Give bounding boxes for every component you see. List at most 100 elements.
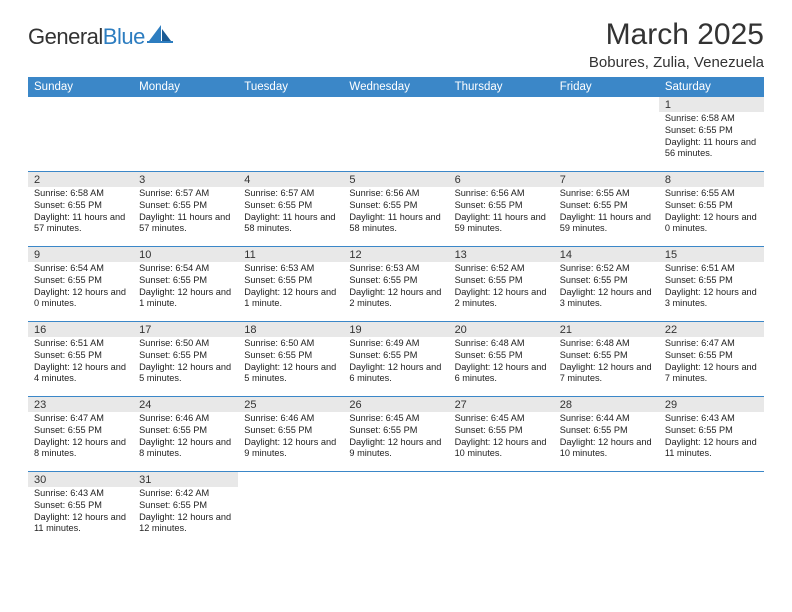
weekday-header-row: SundayMondayTuesdayWednesdayThursdayFrid… — [28, 77, 764, 97]
sunrise-text: Sunrise: 6:52 AM — [455, 263, 548, 275]
daylight-text: Daylight: 12 hours and 5 minutes. — [139, 362, 232, 386]
day-number: 8 — [659, 172, 764, 187]
day-body: Sunrise: 6:54 AMSunset: 6:55 PMDaylight:… — [133, 262, 238, 312]
day-number: 18 — [238, 322, 343, 337]
daylight-text: Daylight: 11 hours and 59 minutes. — [560, 212, 653, 236]
sunrise-text: Sunrise: 6:55 AM — [560, 188, 653, 200]
sunset-text: Sunset: 6:55 PM — [455, 425, 548, 437]
calendar: SundayMondayTuesdayWednesdayThursdayFrid… — [28, 77, 764, 546]
sunrise-text: Sunrise: 6:48 AM — [455, 338, 548, 350]
day-cell: 30Sunrise: 6:43 AMSunset: 6:55 PMDayligh… — [28, 472, 133, 546]
calendar-page: GeneralBlue March 2025 Bobures, Zulia, V… — [0, 0, 792, 556]
day-cell — [28, 97, 133, 171]
day-body: Sunrise: 6:42 AMSunset: 6:55 PMDaylight:… — [133, 487, 238, 537]
sunrise-text: Sunrise: 6:57 AM — [244, 188, 337, 200]
day-cell: 18Sunrise: 6:50 AMSunset: 6:55 PMDayligh… — [238, 322, 343, 396]
day-number: 31 — [133, 472, 238, 487]
daylight-text: Daylight: 12 hours and 8 minutes. — [34, 437, 127, 461]
sunset-text: Sunset: 6:55 PM — [455, 275, 548, 287]
day-body: Sunrise: 6:58 AMSunset: 6:55 PMDaylight:… — [28, 187, 133, 237]
daylight-text: Daylight: 11 hours and 58 minutes. — [349, 212, 442, 236]
day-cell: 7Sunrise: 6:55 AMSunset: 6:55 PMDaylight… — [554, 172, 659, 246]
sunset-text: Sunset: 6:55 PM — [349, 200, 442, 212]
day-body: Sunrise: 6:47 AMSunset: 6:55 PMDaylight:… — [659, 337, 764, 387]
sunrise-text: Sunrise: 6:52 AM — [560, 263, 653, 275]
day-number: 12 — [343, 247, 448, 262]
daylight-text: Daylight: 12 hours and 0 minutes. — [665, 212, 758, 236]
daylight-text: Daylight: 12 hours and 8 minutes. — [139, 437, 232, 461]
sunset-text: Sunset: 6:55 PM — [455, 200, 548, 212]
daylight-text: Daylight: 12 hours and 11 minutes. — [34, 512, 127, 536]
day-number: 29 — [659, 397, 764, 412]
sunset-text: Sunset: 6:55 PM — [34, 200, 127, 212]
sunset-text: Sunset: 6:55 PM — [244, 350, 337, 362]
sunset-text: Sunset: 6:55 PM — [244, 275, 337, 287]
sunrise-text: Sunrise: 6:54 AM — [139, 263, 232, 275]
day-body: Sunrise: 6:53 AMSunset: 6:55 PMDaylight:… — [343, 262, 448, 312]
sunrise-text: Sunrise: 6:58 AM — [34, 188, 127, 200]
day-number: 19 — [343, 322, 448, 337]
week-row: 9Sunrise: 6:54 AMSunset: 6:55 PMDaylight… — [28, 247, 764, 322]
sunrise-text: Sunrise: 6:46 AM — [139, 413, 232, 425]
daylight-text: Daylight: 12 hours and 11 minutes. — [665, 437, 758, 461]
day-cell: 17Sunrise: 6:50 AMSunset: 6:55 PMDayligh… — [133, 322, 238, 396]
day-cell: 8Sunrise: 6:55 AMSunset: 6:55 PMDaylight… — [659, 172, 764, 246]
day-number: 9 — [28, 247, 133, 262]
sunset-text: Sunset: 6:55 PM — [349, 425, 442, 437]
day-body: Sunrise: 6:46 AMSunset: 6:55 PMDaylight:… — [238, 412, 343, 462]
day-body: Sunrise: 6:54 AMSunset: 6:55 PMDaylight:… — [28, 262, 133, 312]
sunrise-text: Sunrise: 6:49 AM — [349, 338, 442, 350]
day-number: 10 — [133, 247, 238, 262]
sunset-text: Sunset: 6:55 PM — [244, 425, 337, 437]
day-body: Sunrise: 6:49 AMSunset: 6:55 PMDaylight:… — [343, 337, 448, 387]
daylight-text: Daylight: 11 hours and 57 minutes. — [139, 212, 232, 236]
weekday-header-cell: Sunday — [28, 77, 133, 97]
daylight-text: Daylight: 12 hours and 1 minute. — [244, 287, 337, 311]
sunrise-text: Sunrise: 6:57 AM — [139, 188, 232, 200]
day-cell — [343, 97, 448, 171]
sunrise-text: Sunrise: 6:45 AM — [455, 413, 548, 425]
daylight-text: Daylight: 12 hours and 6 minutes. — [349, 362, 442, 386]
day-number: 13 — [449, 247, 554, 262]
sunset-text: Sunset: 6:55 PM — [560, 425, 653, 437]
daylight-text: Daylight: 12 hours and 4 minutes. — [34, 362, 127, 386]
sunset-text: Sunset: 6:55 PM — [455, 350, 548, 362]
day-number: 4 — [238, 172, 343, 187]
sunrise-text: Sunrise: 6:56 AM — [455, 188, 548, 200]
daylight-text: Daylight: 12 hours and 3 minutes. — [560, 287, 653, 311]
day-cell — [238, 97, 343, 171]
day-cell — [343, 472, 448, 546]
daylight-text: Daylight: 12 hours and 2 minutes. — [455, 287, 548, 311]
sunrise-text: Sunrise: 6:42 AM — [139, 488, 232, 500]
sunrise-text: Sunrise: 6:46 AM — [244, 413, 337, 425]
weekday-header-cell: Wednesday — [343, 77, 448, 97]
day-number: 30 — [28, 472, 133, 487]
day-cell: 27Sunrise: 6:45 AMSunset: 6:55 PMDayligh… — [449, 397, 554, 471]
daylight-text: Daylight: 11 hours and 57 minutes. — [34, 212, 127, 236]
sunrise-text: Sunrise: 6:53 AM — [244, 263, 337, 275]
day-cell: 4Sunrise: 6:57 AMSunset: 6:55 PMDaylight… — [238, 172, 343, 246]
day-cell: 6Sunrise: 6:56 AMSunset: 6:55 PMDaylight… — [449, 172, 554, 246]
daylight-text: Daylight: 12 hours and 7 minutes. — [665, 362, 758, 386]
day-cell — [554, 97, 659, 171]
day-number: 28 — [554, 397, 659, 412]
logo-text: GeneralBlue — [28, 24, 145, 50]
day-cell: 26Sunrise: 6:45 AMSunset: 6:55 PMDayligh… — [343, 397, 448, 471]
sunset-text: Sunset: 6:55 PM — [560, 200, 653, 212]
sunrise-text: Sunrise: 6:50 AM — [139, 338, 232, 350]
day-body: Sunrise: 6:47 AMSunset: 6:55 PMDaylight:… — [28, 412, 133, 462]
daylight-text: Daylight: 11 hours and 59 minutes. — [455, 212, 548, 236]
day-cell: 12Sunrise: 6:53 AMSunset: 6:55 PMDayligh… — [343, 247, 448, 321]
weekday-header-cell: Saturday — [659, 77, 764, 97]
week-row: 30Sunrise: 6:43 AMSunset: 6:55 PMDayligh… — [28, 472, 764, 546]
day-number: 14 — [554, 247, 659, 262]
weekday-header-cell: Friday — [554, 77, 659, 97]
day-number: 3 — [133, 172, 238, 187]
day-cell: 31Sunrise: 6:42 AMSunset: 6:55 PMDayligh… — [133, 472, 238, 546]
day-body: Sunrise: 6:55 AMSunset: 6:55 PMDaylight:… — [659, 187, 764, 237]
day-body: Sunrise: 6:50 AMSunset: 6:55 PMDaylight:… — [238, 337, 343, 387]
day-cell: 28Sunrise: 6:44 AMSunset: 6:55 PMDayligh… — [554, 397, 659, 471]
day-number: 20 — [449, 322, 554, 337]
daylight-text: Daylight: 12 hours and 3 minutes. — [665, 287, 758, 311]
day-body: Sunrise: 6:58 AMSunset: 6:55 PMDaylight:… — [659, 112, 764, 162]
